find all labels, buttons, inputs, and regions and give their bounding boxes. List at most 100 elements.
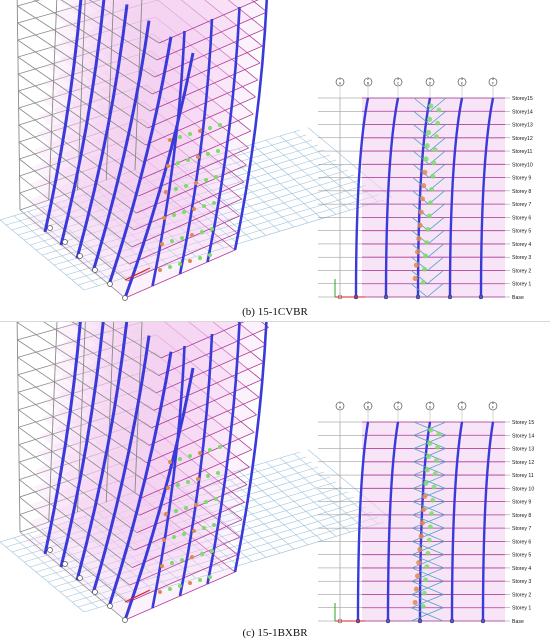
grid-bubble-top: 1 bbox=[339, 77, 341, 81]
hinge-marker bbox=[174, 509, 178, 513]
hinge-marker bbox=[413, 262, 419, 268]
column-blue bbox=[178, 18, 214, 275]
hinge-marker bbox=[430, 173, 436, 179]
panel-15-1bxbr: 1 A 2 B 3 C 4 D 5 E 6 F Storey 15 Storey 14 Storey 13 S… bbox=[0, 229, 550, 644]
grid-bubble-top: 6 bbox=[492, 401, 494, 405]
hinge-marker bbox=[194, 181, 198, 185]
storey-label: Storey 1 bbox=[512, 282, 531, 288]
hinge-marker bbox=[190, 555, 194, 559]
grid-line bbox=[251, 466, 337, 537]
hinge-marker bbox=[196, 155, 200, 159]
hinge-marker bbox=[198, 129, 202, 133]
hinge-marker bbox=[418, 209, 424, 215]
plastic-hinges bbox=[158, 123, 222, 272]
hinge-marker bbox=[168, 587, 172, 591]
beam-line bbox=[17, 316, 160, 358]
storey-label: Storey14 bbox=[512, 109, 533, 115]
beam-line bbox=[157, 0, 259, 81]
beam-line bbox=[18, 461, 135, 551]
floor-slab bbox=[52, 0, 263, 94]
grid-bubble-top: 3 bbox=[397, 77, 399, 81]
hinge-marker bbox=[436, 431, 442, 437]
beam-line bbox=[144, 421, 245, 503]
beam-line bbox=[149, 62, 261, 112]
hinge-marker bbox=[168, 460, 172, 464]
grid-line bbox=[53, 496, 355, 588]
beam-line bbox=[134, 491, 236, 573]
column-blue bbox=[386, 421, 400, 622]
grid-bubble-top: 4 bbox=[429, 77, 431, 81]
caption-b: (b) 15-1CVBR bbox=[242, 306, 308, 318]
brace bbox=[426, 283, 444, 298]
beam-line bbox=[17, 391, 145, 481]
grid-bubble-top: 5 bbox=[461, 77, 463, 81]
storey-label: Storey 10 bbox=[512, 486, 534, 492]
beam-line bbox=[19, 158, 133, 248]
brace bbox=[413, 137, 430, 152]
grid-line bbox=[71, 189, 373, 281]
hinge-marker bbox=[188, 132, 192, 136]
grid-line bbox=[125, 503, 211, 575]
hinge-marker bbox=[172, 535, 176, 539]
floor-slab bbox=[34, 102, 245, 230]
grid-line bbox=[111, 508, 197, 579]
hinge-marker bbox=[174, 187, 178, 191]
hinge-marker bbox=[186, 480, 190, 484]
floor-slab bbox=[37, 404, 247, 533]
support-node bbox=[447, 294, 453, 300]
column-gray bbox=[16, 0, 21, 211]
beam-line bbox=[60, 0, 158, 61]
column-blue bbox=[43, 286, 85, 555]
hinge-marker bbox=[176, 161, 180, 165]
brace bbox=[412, 541, 445, 556]
beam-line bbox=[129, 215, 240, 265]
hinge-marker bbox=[413, 586, 419, 592]
storey-label: Storey 8 bbox=[512, 513, 531, 519]
grid-line bbox=[5, 134, 307, 226]
hinge-marker bbox=[431, 160, 437, 166]
hinge-marker bbox=[436, 107, 442, 113]
hinge-marker bbox=[208, 575, 212, 579]
hinge-marker bbox=[216, 471, 220, 475]
column-blue bbox=[43, 0, 83, 233]
column-blue bbox=[151, 30, 186, 287]
brace bbox=[411, 554, 445, 569]
grid-line bbox=[35, 159, 337, 251]
storey-label: Base bbox=[512, 295, 524, 301]
hinge-marker bbox=[420, 280, 426, 285]
brace bbox=[411, 594, 444, 609]
grid-bubble-bottom: C bbox=[397, 82, 400, 86]
storey-label: Storey 6 bbox=[512, 215, 531, 221]
grid-bubble-top: 5 bbox=[461, 401, 463, 405]
grid-line bbox=[125, 181, 211, 253]
brace bbox=[427, 230, 445, 245]
floor-slab bbox=[31, 119, 242, 247]
brace bbox=[410, 283, 428, 298]
hinge-marker bbox=[419, 196, 425, 202]
column-blue bbox=[91, 335, 151, 595]
beam-line bbox=[153, 351, 255, 433]
hinge-marker bbox=[216, 149, 220, 153]
structure-figure-cvbr: 1A 2B 3C 4D 5E 6F Storey15 Storey14 Storey13 Stor… bbox=[0, 0, 533, 301]
hinge-marker bbox=[214, 175, 218, 179]
hinge-marker bbox=[415, 573, 421, 579]
support-node bbox=[47, 225, 53, 231]
hinge-marker bbox=[422, 169, 428, 175]
support-node bbox=[107, 281, 113, 287]
panel-divider bbox=[0, 321, 550, 322]
support-node bbox=[92, 589, 98, 595]
hinge-marker bbox=[214, 497, 218, 501]
plastic-hinges bbox=[412, 103, 442, 285]
beam-line bbox=[16, 322, 155, 411]
storey-label: Storey 9 bbox=[512, 500, 531, 506]
grid-bubbles: 1A 2B 3C 4D 5E 6F bbox=[335, 401, 498, 422]
hinge-marker bbox=[432, 471, 438, 477]
grid-line bbox=[0, 541, 85, 613]
hinge-marker bbox=[188, 454, 192, 458]
hinge-marker bbox=[212, 201, 216, 205]
hinge-marker bbox=[431, 484, 437, 490]
brace bbox=[427, 243, 445, 258]
axis-x-arrow bbox=[124, 589, 151, 603]
hinge-marker bbox=[421, 506, 427, 513]
storey-label: Storey 2 bbox=[512, 592, 531, 598]
